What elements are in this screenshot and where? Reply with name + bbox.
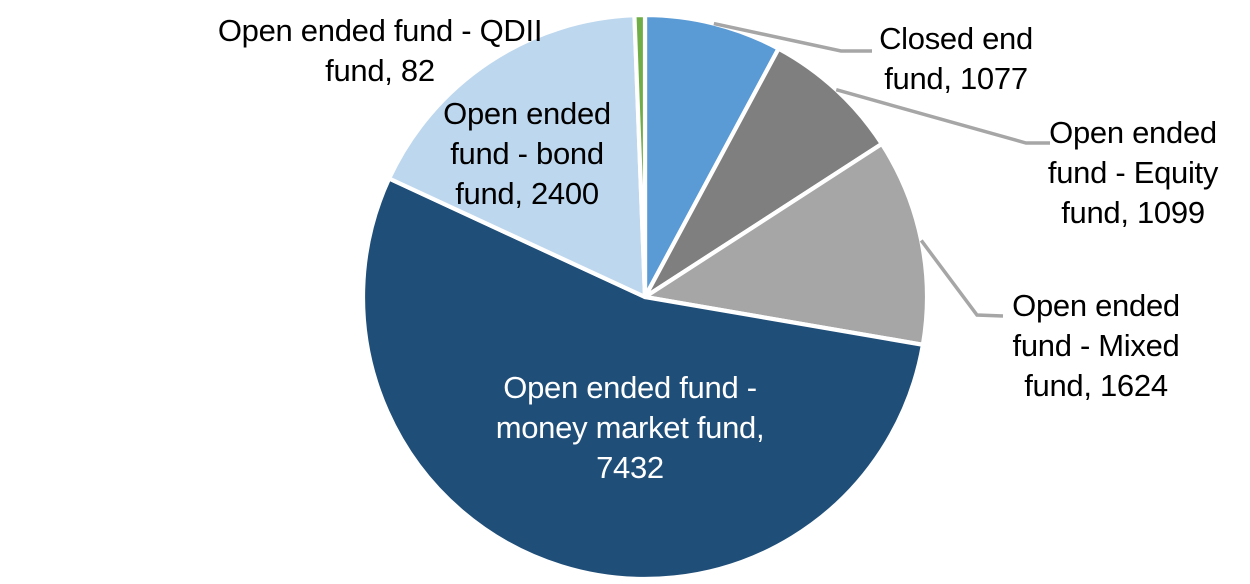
data-label-line: Open ended fund - [503, 370, 757, 405]
data-label-line: fund, 82 [325, 53, 435, 88]
data-label-equity-fund: Open ended fund - Equity fund, 1099 [1038, 113, 1228, 233]
data-label-line: fund, 2400 [455, 176, 599, 211]
data-label-line: Open ended [1012, 288, 1180, 323]
data-label-line: Open ended fund - QDII [217, 13, 543, 48]
data-label-closed-end-fund: Closed end fund, 1077 [871, 19, 1041, 99]
data-label-line: 7432 [596, 450, 664, 485]
data-label-line: fund, 1077 [884, 61, 1028, 96]
pie-slice-1 [642, 46, 884, 300]
pie-slice-3 [360, 176, 926, 582]
data-label-line: Closed end [879, 21, 1033, 56]
leader-line-2 [919, 239, 1004, 318]
data-label-line: money market fund, [495, 410, 765, 445]
data-label-line: fund - Equity [1047, 155, 1219, 190]
data-label-line: fund, 1099 [1061, 195, 1205, 230]
leader-line-1 [835, 88, 1050, 145]
data-label-mixed-fund: Open ended fund - Mixed fund, 1624 [1001, 286, 1191, 406]
data-label-line: Open ended [443, 96, 611, 131]
data-label-money-market-fund: Open ended fund - money market fund, 743… [475, 368, 785, 488]
data-label-line: Open ended [1049, 115, 1217, 150]
data-label-bond-fund: Open ended fund - bond fund, 2400 [437, 94, 617, 214]
pie-slice-4 [387, 13, 648, 300]
leader-line-0 [713, 21, 872, 53]
data-label-line: fund - Mixed [1012, 328, 1180, 363]
data-label-qdii-fund: Open ended fund - QDII fund, 82 [198, 11, 562, 91]
pie-slice-2 [642, 141, 930, 347]
pie-slice-5 [632, 12, 648, 300]
data-label-line: fund - bond [450, 136, 604, 171]
data-label-line: fund, 1624 [1024, 368, 1168, 403]
